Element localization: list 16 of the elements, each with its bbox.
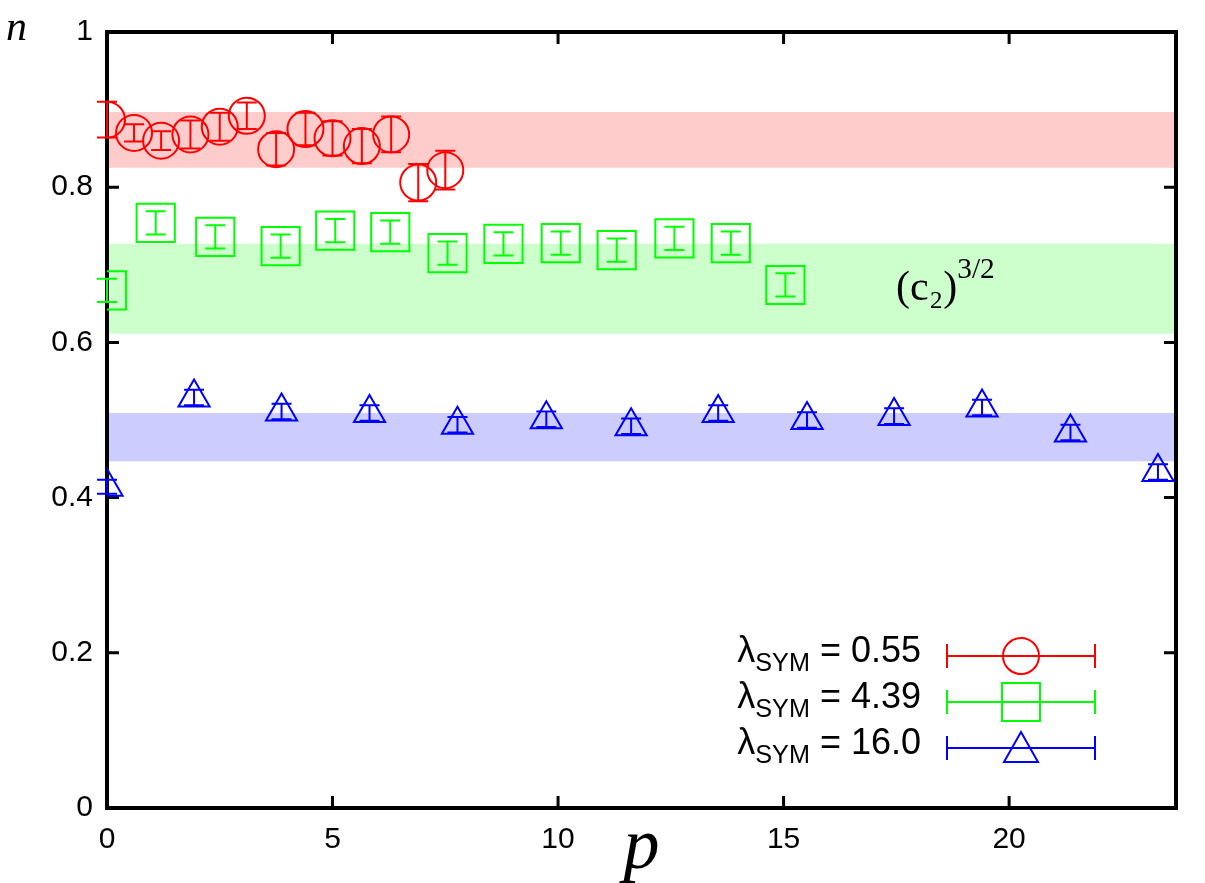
x-tick-label: 20 bbox=[992, 821, 1026, 855]
y-tick-label: 0.8 bbox=[51, 168, 93, 202]
y-axis-title: n bbox=[6, 3, 27, 49]
x-tick-label: 10 bbox=[541, 821, 575, 855]
y-tick-label: 1 bbox=[76, 13, 93, 47]
legend-label: λ$_{SYM}$ = 0.55 bbox=[737, 629, 921, 676]
x-axis-title: p bbox=[618, 804, 660, 883]
x-tick-label: 15 bbox=[766, 821, 801, 855]
legend-label: λ$_{SYM}$ = 4.39 bbox=[737, 675, 921, 722]
legend-label: λ$_{SYM}$ = 16.0 bbox=[737, 720, 921, 770]
y-tick-label: 0 bbox=[76, 789, 93, 823]
x-tick-label: 5 bbox=[324, 821, 341, 855]
y-tick-label: 0.2 bbox=[51, 634, 93, 668]
y-tick-label: 0.6 bbox=[51, 323, 93, 357]
x-tick-label: 0 bbox=[98, 821, 116, 855]
y-tick-label: 0.4 bbox=[51, 478, 93, 512]
